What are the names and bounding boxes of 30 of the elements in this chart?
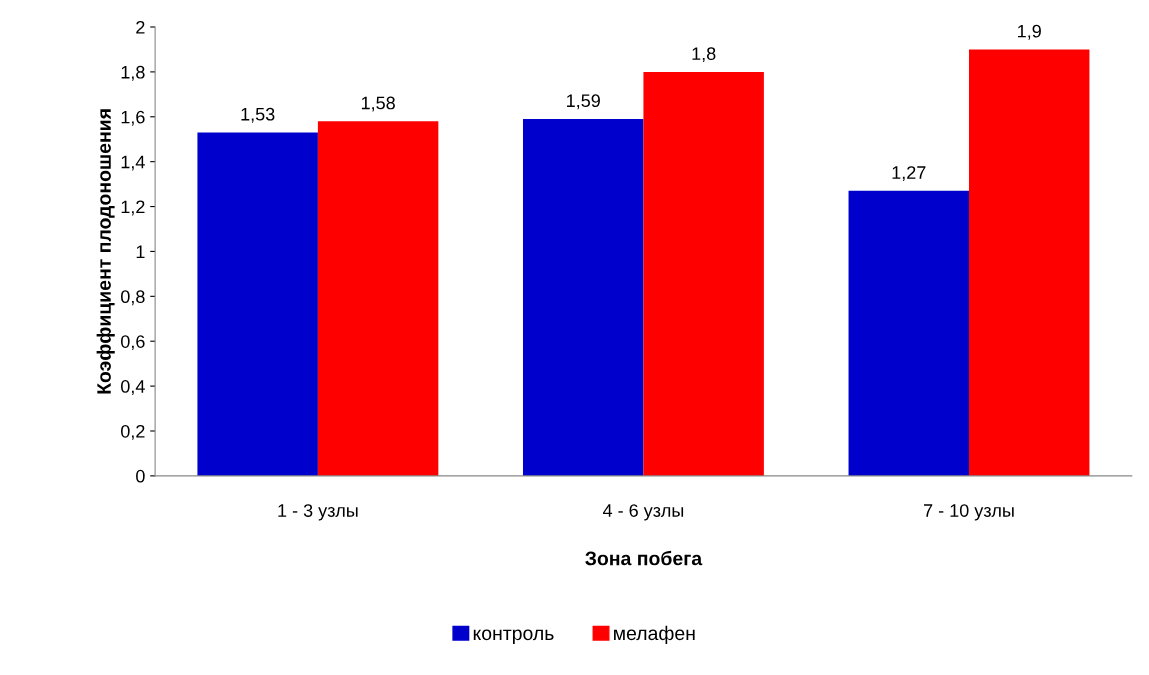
- y-tick-label: 1,2: [121, 200, 145, 216]
- y-tick-label: 1: [136, 245, 145, 258]
- y-tick-label: 0: [136, 469, 145, 483]
- data-label: 1,27: [892, 166, 926, 182]
- bar: [522, 119, 644, 476]
- y-tick-label: 1,8: [121, 65, 145, 81]
- x-axis-title: Зона побега: [585, 550, 703, 566]
- x-tick-label: 7 - 10 узлы: [924, 504, 1014, 521]
- data-label: 1,58: [361, 96, 395, 112]
- y-tick-label: 2: [136, 20, 145, 34]
- y-tick-label: 1,6: [121, 110, 145, 126]
- data-label: 1,53: [241, 107, 275, 123]
- bar: [317, 121, 439, 476]
- legend-label: мелафен: [614, 625, 695, 644]
- data-label: 1,59: [567, 94, 600, 110]
- bar: [643, 71, 764, 476]
- legend-label: контроль: [473, 629, 554, 644]
- x-tick-label: 4 - 6 узлы: [602, 504, 684, 521]
- y-tick-label: 1,4: [121, 155, 145, 171]
- data-label: 1,9: [1018, 24, 1041, 40]
- y-axis-title: Коэффициент плодоношения: [96, 109, 115, 394]
- bar: [968, 49, 1090, 476]
- bar: [197, 132, 318, 476]
- x-tick-label: 1 - 3 узлы: [278, 504, 358, 521]
- bar: [848, 190, 969, 476]
- y-tick-label: 0,4: [121, 380, 145, 395]
- y-tick-label: 0,6: [121, 335, 145, 351]
- y-tick-label: 0,8: [121, 290, 145, 306]
- data-label: 1,8: [692, 47, 716, 63]
- y-tick-label: 0,2: [121, 424, 145, 440]
